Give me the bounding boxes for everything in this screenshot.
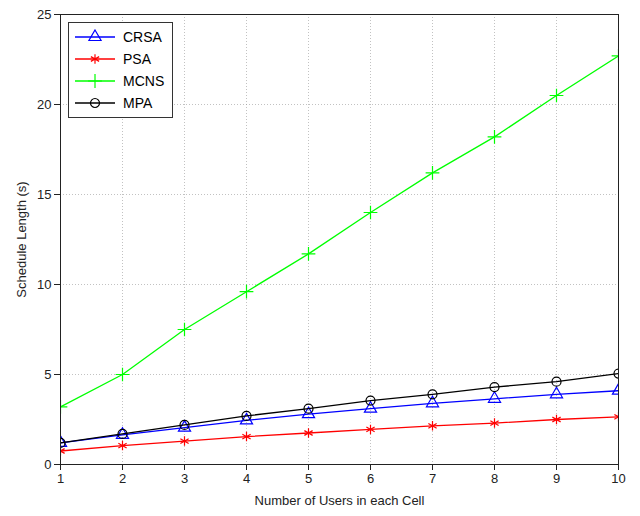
- svg-text:Number of Users in each Cell: Number of Users in each Cell: [255, 493, 425, 508]
- svg-text:7: 7: [429, 471, 436, 486]
- svg-text:25: 25: [37, 7, 51, 22]
- svg-text:2: 2: [119, 471, 126, 486]
- svg-text:10: 10: [37, 277, 51, 292]
- svg-text:6: 6: [367, 471, 374, 486]
- html-text:PSA: PSA: [123, 51, 151, 67]
- svg-text:5: 5: [305, 471, 312, 486]
- svg-text:10: 10: [611, 471, 625, 486]
- svg-text:15: 15: [37, 187, 51, 202]
- html-text:MPA: MPA: [123, 95, 153, 111]
- svg-text:20: 20: [37, 97, 51, 112]
- svg-text:0: 0: [44, 457, 51, 472]
- html-text:MCNS: MCNS: [123, 73, 165, 89]
- svg-text:4: 4: [243, 471, 250, 486]
- svg-text:3: 3: [181, 471, 188, 486]
- svg-text:9: 9: [553, 471, 560, 486]
- html-text:CRSA: CRSA: [123, 29, 162, 45]
- svg-text:5: 5: [44, 367, 51, 382]
- svg-text:8: 8: [491, 471, 498, 486]
- svg-text:1: 1: [57, 471, 64, 486]
- svg-text:Schedule Length (s): Schedule Length (s): [14, 181, 29, 297]
